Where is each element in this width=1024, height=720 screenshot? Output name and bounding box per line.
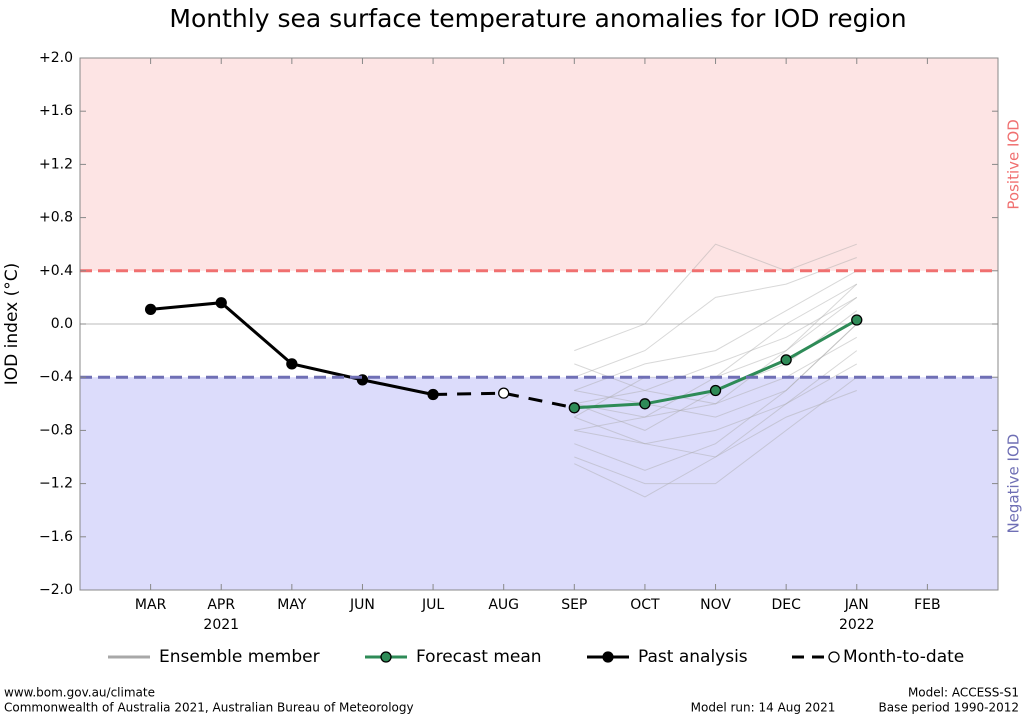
ensemble-line [574, 363, 858, 445]
point-marker [851, 314, 863, 326]
threshold-band [80, 58, 998, 271]
y-tick-label: −0.8 [39, 422, 73, 438]
point-marker [639, 398, 651, 410]
x-tick-label: JUN [349, 597, 375, 613]
y-tick-label: +0.4 [39, 263, 73, 279]
legend-label: Month-to-date [843, 647, 964, 667]
y-tick-label: −1.2 [39, 476, 73, 492]
point-marker [427, 388, 439, 401]
x-tick-label: SEP [561, 597, 587, 613]
ensemble-line [574, 376, 858, 485]
x-tick-label: AUG [488, 597, 519, 613]
x-tick-sublabel: 2021 [203, 617, 239, 633]
footer-text: Commonwealth of Australia 2021, Australi… [4, 701, 414, 715]
legend-label: Ensemble member [159, 647, 320, 667]
x-tick-label: OCT [630, 597, 660, 613]
point-marker [709, 384, 722, 397]
x-tick-label: APR [207, 597, 235, 613]
x-tick-label: JUL [421, 597, 444, 613]
ensemble-line [574, 243, 857, 352]
legend-marker [380, 651, 392, 663]
y-tick-label: +1.2 [39, 156, 73, 172]
point-marker [144, 303, 157, 316]
threshold-label: Negative IOD [1005, 434, 1023, 534]
legend-marker [828, 651, 840, 663]
footer-text: Model run: 14 Aug 2021 [691, 701, 836, 715]
point-marker [215, 297, 227, 309]
x-tick-label: JAN [844, 597, 869, 613]
ensemble-line [574, 323, 858, 471]
x-tick-label: MAR [135, 597, 167, 613]
x-tick-label: DEC [771, 597, 801, 613]
ensemble-line [574, 283, 858, 405]
footer-text: Base period 1990-2012 [879, 701, 1019, 715]
point-marker [498, 387, 510, 399]
y-tick-label: +2.0 [39, 50, 73, 66]
x-tick-label: MAY [277, 597, 307, 613]
ensemble-line [574, 350, 858, 458]
y-tick-label: 0.0 [51, 316, 73, 332]
threshold-band [80, 377, 998, 590]
y-tick-label: −0.4 [39, 369, 73, 385]
ensemble-line [574, 270, 858, 391]
y-axis-label: IOD index (°C) [2, 263, 22, 385]
ensemble-line [574, 323, 858, 418]
ensemble-line [574, 390, 857, 498]
x-tick-label: FEB [914, 597, 941, 613]
legend-marker [602, 651, 614, 663]
y-tick-label: −2.0 [39, 582, 73, 598]
point-marker [780, 354, 792, 366]
point-marker [568, 402, 580, 414]
chart-title: Monthly sea surface temperature anomalie… [169, 4, 906, 33]
ensemble-line [574, 257, 857, 378]
footer-text: Model: ACCESS-S1 [908, 686, 1019, 700]
threshold-label: Positive IOD [1005, 119, 1023, 209]
point-marker [286, 358, 298, 370]
legend-label: Forecast mean [416, 647, 542, 667]
ensemble-line [574, 336, 858, 431]
y-tick-label: −1.6 [39, 529, 73, 545]
x-tick-sublabel: 2022 [839, 617, 875, 633]
ensemble-line [574, 296, 858, 405]
y-tick-label: +1.6 [39, 103, 73, 119]
footer-text: www.bom.gov.au/climate [4, 686, 155, 700]
legend-label: Past analysis [638, 647, 748, 667]
x-tick-label: NOV [700, 597, 731, 613]
y-tick-label: +0.8 [39, 210, 73, 226]
